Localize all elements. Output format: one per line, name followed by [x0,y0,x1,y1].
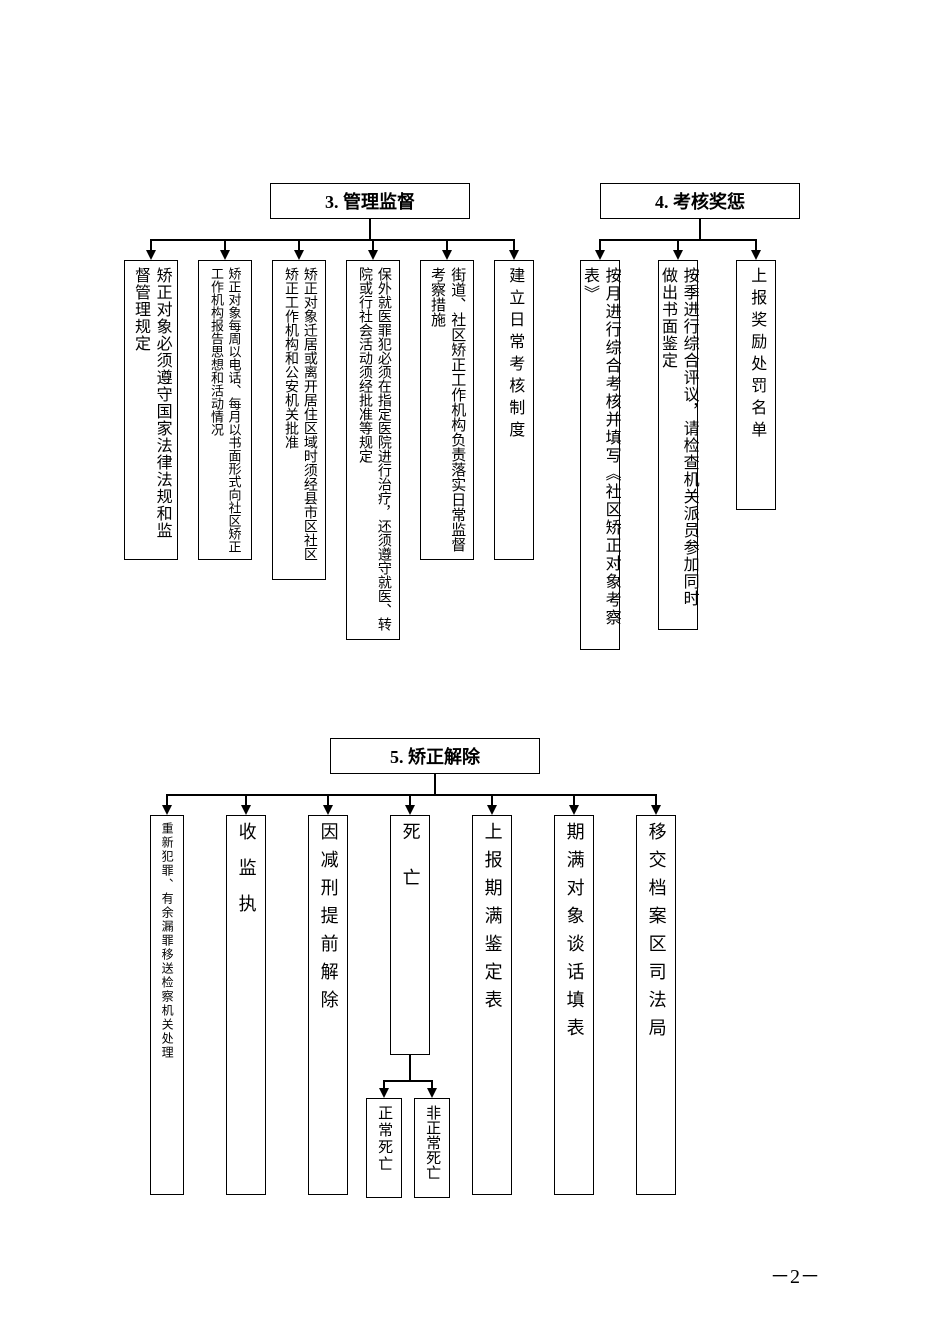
section5-leaf-0: 重新犯罪、有余漏罪移送检察机关处理 [150,815,184,1195]
section3-leaf-3-text: 保外就医罪犯必须在指定医院进行治疗，还须遵守就医、转院或行社会活动须经批准等规定 [354,267,392,633]
section3-leaf-1-text: 矫正对象每周以电话、每月以书面形式向社区矫正工作机构报告思想和活动情况 [207,267,242,553]
page-number: －2－ [770,1260,820,1289]
section3-leaf-4-text: 街道、社区矫正工作机构负责落实日常监督考察措施 [427,267,468,553]
section4-leaf-2-text: 上报奖励处罚名单 [745,267,767,443]
section5-leaf-5: 期满对象谈话填表 [554,815,594,1195]
section5-leaf-1: 收监执 [226,815,266,1195]
section4-header: 4. 考核奖惩 [600,183,800,219]
section3-leaf-4: 街道、社区矫正工作机构负责落实日常监督考察措施 [420,260,474,560]
section3-leaf-0-text: 矫正对象必须遵守国家法律法规和监督管理规定 [129,267,172,553]
section3-leaf-5: 建立日常考核制度 [494,260,534,560]
section5-leaf-0-text: 重新犯罪、有余漏罪移送检察机关处理 [159,822,175,1060]
section5-header: 5. 矫正解除 [330,738,540,774]
section4-leaf-0-text: 按月进行综合考核并填写《社区矫正对象考察表》 [578,267,621,643]
section4-leaf-1: 按季进行综合评议，请检查机关派员参加同时做出书面鉴定 [658,260,698,630]
section5-leaf-6: 移交档案区司法局 [636,815,676,1195]
section3-leaf-0: 矫正对象必须遵守国家法律法规和监督管理规定 [124,260,178,560]
section5-leaf-4: 上报期满鉴定表 [472,815,512,1195]
death-sub-1: 非正常死亡 [414,1098,450,1198]
section3-leaf-3: 保外就医罪犯必须在指定医院进行治疗，还须遵守就医、转院或行社会活动须经批准等规定 [346,260,400,640]
section5-leaf-2-text: 因减刑提前解除 [315,822,340,1018]
section3-header: 3. 管理监督 [270,183,470,219]
section5-leaf-5-text: 期满对象谈话填表 [561,822,586,1046]
section4-leaf-2: 上报奖励处罚名单 [736,260,776,510]
section5-leaf-3: 死亡 [390,815,430,1055]
section3-leaf-2: 矫正对象迁居或离开居住区域时须经县市区社区矫正工作机构和公安机关批准 [272,260,326,580]
section5-leaf-1-text: 收监执 [233,822,258,930]
section5-leaf-2: 因减刑提前解除 [308,815,348,1195]
section5-leaf-4-text: 上报期满鉴定表 [479,822,504,1018]
section5-leaf-3-text: 死亡 [397,822,422,914]
section4-leaf-0: 按月进行综合考核并填写《社区矫正对象考察表》 [580,260,620,650]
death-sub-0-text: 正常死亡 [374,1105,394,1173]
section3-leaf-2-text: 矫正对象迁居或离开居住区域时须经县市区社区矫正工作机构和公安机关批准 [280,267,318,573]
section4-leaf-1-text: 按季进行综合评议，请检查机关派员参加同时做出书面鉴定 [656,267,699,623]
section5-leaf-6-text: 移交档案区司法局 [643,822,668,1046]
section3-leaf-5-text: 建立日常考核制度 [503,267,525,443]
death-sub-1-text: 非正常死亡 [422,1105,442,1180]
death-sub-0: 正常死亡 [366,1098,402,1198]
section3-leaf-1: 矫正对象每周以电话、每月以书面形式向社区矫正工作机构报告思想和活动情况 [198,260,252,560]
